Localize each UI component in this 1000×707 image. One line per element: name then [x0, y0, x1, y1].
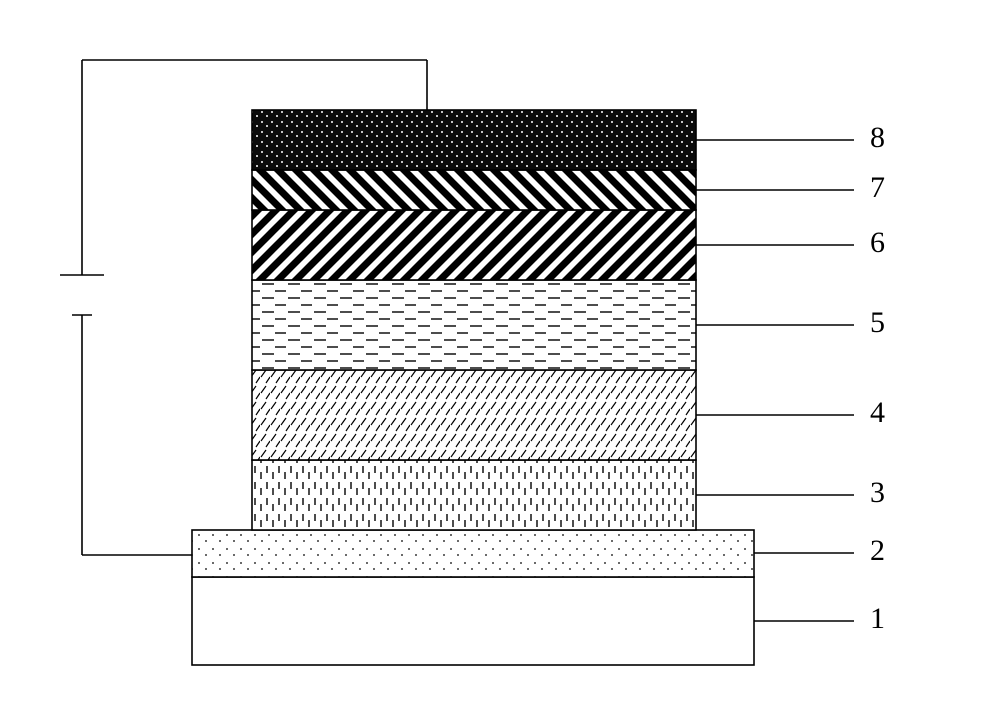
diagram-svg [0, 0, 1000, 707]
layer-2 [192, 530, 754, 577]
layer-4 [252, 370, 696, 460]
layer-label-4: 4 [870, 398, 885, 428]
layer-label-8: 8 [870, 123, 885, 153]
layer-label-7: 7 [870, 173, 885, 203]
layer-label-1: 1 [870, 604, 885, 634]
layer-8 [252, 110, 696, 170]
layer-6 [252, 210, 696, 280]
layer-1 [192, 577, 754, 665]
layer-label-6: 6 [870, 228, 885, 258]
layer-5 [252, 280, 696, 370]
layer-3 [252, 460, 696, 530]
layer-label-3: 3 [870, 478, 885, 508]
layer-label-5: 5 [870, 308, 885, 338]
layer-7 [252, 170, 696, 210]
layer-label-2: 2 [870, 536, 885, 566]
